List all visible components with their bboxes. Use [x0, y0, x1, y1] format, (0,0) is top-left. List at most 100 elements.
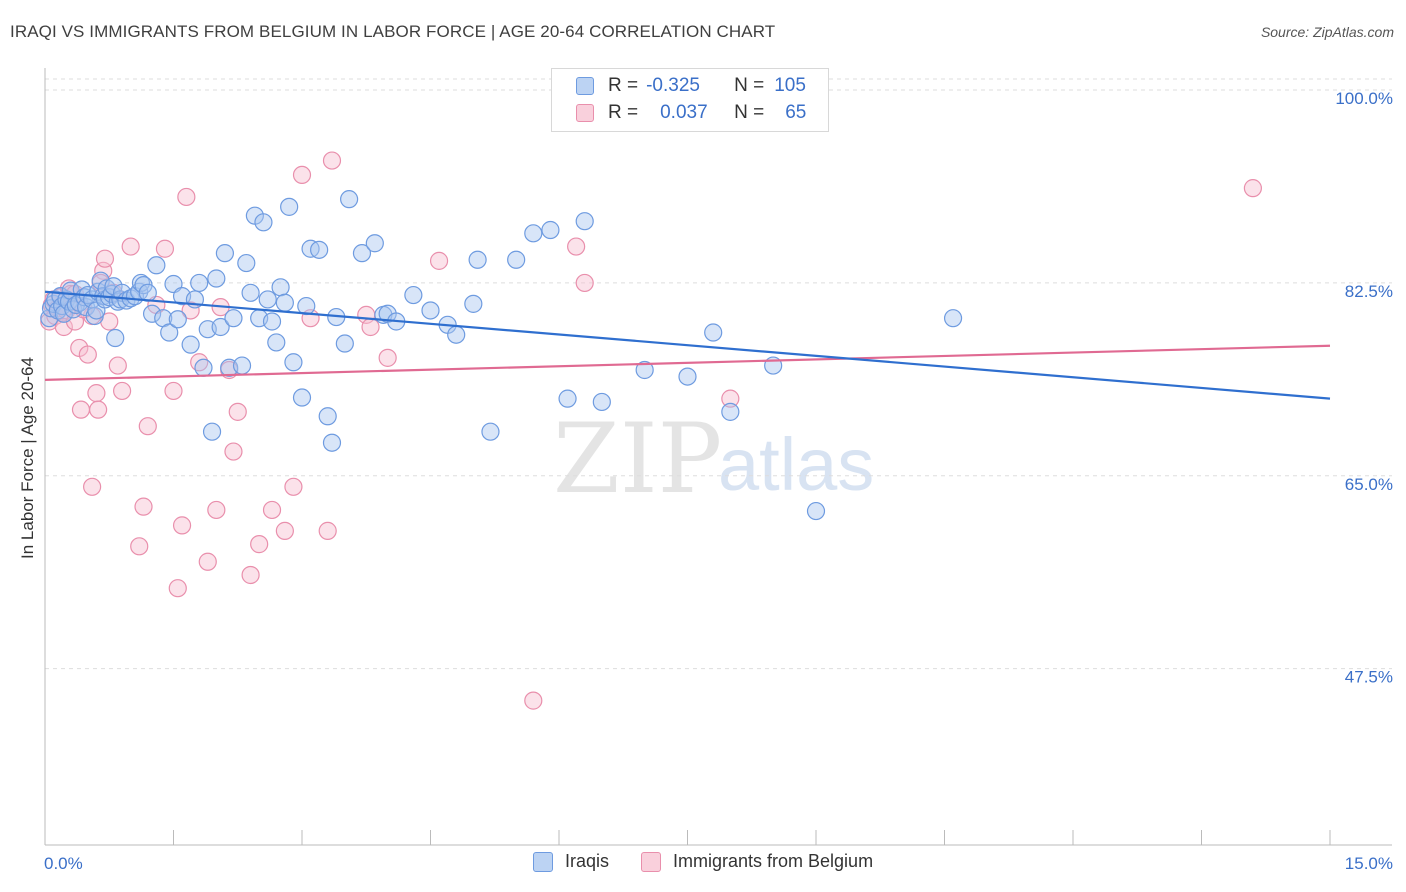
belgium-point	[134, 497, 153, 516]
legend-r-label: R =	[608, 75, 639, 96]
iraqi-point	[275, 293, 294, 312]
source-label: Source: ZipAtlas.com	[1260, 24, 1394, 40]
trendlines	[44, 290, 1331, 400]
legend-swatch-iraqis	[533, 851, 553, 872]
belgium-point	[361, 317, 380, 337]
belgium-point	[275, 521, 294, 540]
belgium-point	[262, 500, 282, 520]
belgium-point	[121, 237, 140, 256]
iraqi-point	[284, 353, 303, 372]
iraqi-point	[340, 190, 359, 209]
iraqi-point	[575, 212, 594, 231]
belgium-point	[429, 251, 449, 270]
belgium-point	[89, 400, 108, 419]
iraqi-point	[232, 356, 252, 375]
legend-n-value: 105	[774, 75, 806, 96]
iraqi-point	[507, 250, 526, 269]
iraqi-point	[943, 309, 963, 328]
belgium-point	[83, 477, 102, 496]
iraqi-point	[224, 309, 243, 328]
belgium-point	[524, 691, 543, 710]
legend-item-iraqis[interactable]: Iraqis	[533, 851, 609, 872]
belgium-point	[721, 389, 740, 408]
belgium-point	[224, 442, 243, 461]
iraqi-point	[558, 389, 577, 408]
y-tick-label: 47.5%	[1345, 668, 1393, 687]
iraqi-trendline	[44, 290, 1331, 400]
belgium-trendline	[44, 344, 1331, 382]
iraqi-point	[258, 290, 277, 309]
iraqi-point	[271, 278, 290, 297]
y-tick-label: 82.5%	[1345, 282, 1393, 301]
belgium-point	[155, 239, 175, 258]
legend-n-label: N =	[734, 102, 765, 123]
legend-row-iraqis: R = -0.325 N = 105	[576, 74, 806, 98]
belgium-point	[198, 552, 217, 571]
belgium-point	[71, 400, 91, 419]
iraqi-point	[541, 220, 560, 240]
belgium-point	[95, 249, 115, 268]
iraqi-point	[464, 294, 483, 313]
belgium-point	[1243, 179, 1263, 198]
iraqi-point	[335, 334, 354, 353]
iraqi-point	[131, 273, 151, 293]
belgium-point	[322, 151, 342, 170]
iraqi-point	[352, 244, 372, 263]
axes	[44, 68, 1392, 846]
legend-n-label: N =	[734, 75, 765, 96]
iraqi-point	[322, 433, 342, 452]
iraqi-point	[704, 323, 723, 342]
y-axis-label: In Labor Force | Age 20-64	[18, 357, 37, 559]
series-legend: Iraqis Immigrants from Belgium	[533, 851, 905, 872]
iraqi-point	[106, 328, 125, 348]
y-tick-label: 65.0%	[1345, 475, 1393, 494]
iraqi-point	[147, 256, 166, 275]
belgium-point	[575, 273, 594, 293]
iraqi-point	[806, 501, 826, 521]
iraqi-point	[142, 304, 162, 323]
belgium-point	[172, 516, 192, 535]
legend-item-belgium[interactable]: Immigrants from Belgium	[641, 851, 873, 872]
belgium-point	[241, 565, 260, 585]
legend-swatch-belgium	[641, 851, 662, 872]
belgium-point	[168, 579, 187, 598]
iraqi-point	[592, 392, 611, 412]
correlation-legend: R = -0.325 N = 105 R = 0.037 N = 65	[551, 68, 829, 132]
iraqi-point	[262, 312, 282, 331]
y-tick-label: 100.0%	[1335, 89, 1393, 108]
belgium-point	[284, 477, 303, 496]
iraqi-point	[237, 253, 256, 273]
belgium-point	[250, 535, 269, 554]
belgium-point	[567, 237, 586, 256]
belgium-point	[108, 356, 127, 375]
belgium-point	[164, 381, 183, 401]
belgium-point	[292, 165, 312, 185]
legend-r-value: 0.037	[660, 102, 708, 123]
watermark-atlas: atlas	[718, 423, 874, 506]
belgium-point	[87, 384, 106, 403]
iraqi-point	[292, 388, 312, 407]
belgium-point	[112, 381, 132, 401]
iraqi-point	[168, 310, 187, 329]
iraqi-point	[447, 325, 466, 344]
belgium-point	[378, 348, 397, 367]
legend-r-value: -0.325	[646, 75, 700, 96]
iraqi-point	[181, 335, 200, 354]
iraqi-point	[678, 367, 697, 386]
watermark: ZIP atlas	[553, 403, 874, 515]
iraqi-point	[318, 407, 337, 426]
legend-n-value: 65	[785, 102, 807, 123]
x-tick-label: 15.0%	[1345, 854, 1393, 873]
iraqi-point	[211, 317, 230, 337]
iraqi-point	[365, 234, 384, 253]
iraqi-point	[481, 422, 500, 441]
legend-label-belgium: Immigrants from Belgium	[673, 851, 874, 871]
belgium-point	[78, 345, 97, 364]
iraqi-point	[194, 358, 213, 377]
belgium-point	[318, 521, 337, 540]
iraqi-point	[202, 422, 222, 441]
belgium-point	[130, 537, 149, 556]
iraqi-point	[190, 273, 209, 293]
iraqi-point	[160, 323, 179, 342]
